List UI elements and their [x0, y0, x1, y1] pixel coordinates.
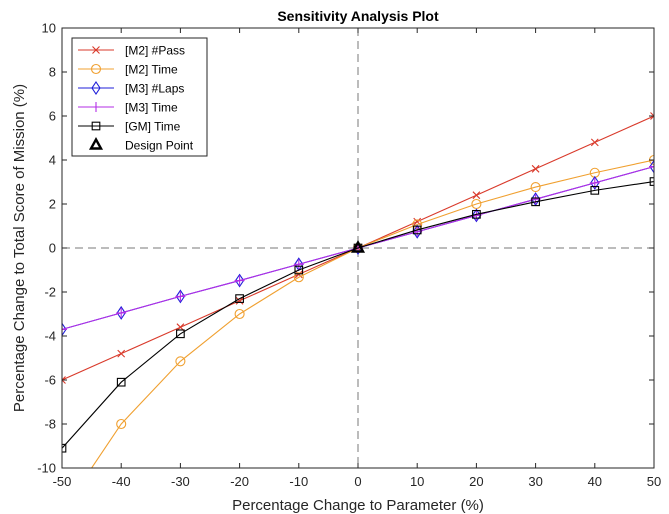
legend-label: Design Point: [125, 139, 194, 153]
x-tick-label: 10: [410, 474, 424, 489]
x-tick-label: 40: [588, 474, 602, 489]
y-tick-label: -10: [37, 461, 56, 476]
y-tick-label: -6: [44, 373, 56, 388]
y-tick-label: 4: [49, 153, 56, 168]
legend-label: [GM] Time: [125, 120, 181, 134]
y-tick-label: 8: [49, 65, 56, 80]
y-tick-label: 2: [49, 197, 56, 212]
y-tick-label: 10: [42, 21, 56, 36]
x-tick-label: -20: [230, 474, 249, 489]
x-tick-label: 50: [647, 474, 661, 489]
legend-label: [M2] Time: [125, 63, 178, 77]
y-axis-title: Percentage Change to Total Score of Miss…: [11, 84, 28, 412]
chart-title: Sensitivity Analysis Plot: [277, 8, 439, 24]
y-tick-label: -8: [44, 417, 56, 432]
x-tick-label: 30: [528, 474, 542, 489]
x-axis-title: Percentage Change to Parameter (%): [232, 497, 484, 514]
x-tick-label: -40: [112, 474, 131, 489]
legend-label: [M3] Time: [125, 101, 178, 115]
legend-label: [M2] #Pass: [125, 44, 185, 58]
y-tick-label: 0: [49, 241, 56, 256]
legend: [M2] #Pass [M2] Time [M3] #Laps [M3] Time [G…: [72, 38, 207, 156]
y-tick-label: -2: [44, 285, 56, 300]
y-tick-label: 6: [49, 109, 56, 124]
x-tick-label: -50: [53, 474, 72, 489]
x-tick-label: 0: [354, 474, 361, 489]
y-tick-label: -4: [44, 329, 56, 344]
x-tick-label: 20: [469, 474, 483, 489]
x-tick-label: -30: [171, 474, 190, 489]
legend-label: [M3] #Laps: [125, 82, 184, 96]
x-tick-label: -10: [289, 474, 308, 489]
